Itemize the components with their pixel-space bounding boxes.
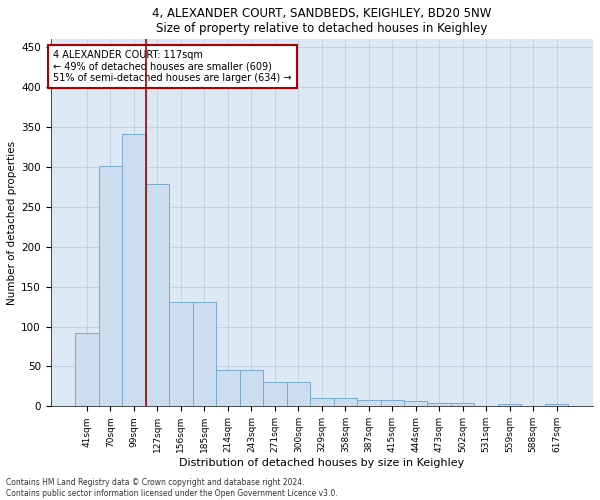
Bar — [263, 382, 287, 406]
Bar — [427, 403, 451, 406]
Bar — [99, 166, 122, 406]
Bar — [310, 398, 334, 406]
Bar — [122, 134, 146, 406]
Bar — [75, 333, 99, 406]
Bar — [334, 398, 357, 406]
Bar — [169, 302, 193, 406]
Y-axis label: Number of detached properties: Number of detached properties — [7, 140, 17, 304]
Bar — [239, 370, 263, 406]
Text: Contains HM Land Registry data © Crown copyright and database right 2024.
Contai: Contains HM Land Registry data © Crown c… — [6, 478, 338, 498]
Bar — [216, 370, 239, 406]
Bar — [193, 302, 216, 406]
Bar — [287, 382, 310, 406]
Text: 4 ALEXANDER COURT: 117sqm
← 49% of detached houses are smaller (609)
51% of semi: 4 ALEXANDER COURT: 117sqm ← 49% of detac… — [53, 50, 292, 83]
Bar — [451, 403, 475, 406]
Bar — [380, 400, 404, 406]
X-axis label: Distribution of detached houses by size in Keighley: Distribution of detached houses by size … — [179, 458, 464, 468]
Title: 4, ALEXANDER COURT, SANDBEDS, KEIGHLEY, BD20 5NW
Size of property relative to de: 4, ALEXANDER COURT, SANDBEDS, KEIGHLEY, … — [152, 7, 491, 35]
Bar — [146, 184, 169, 406]
Bar — [545, 404, 568, 406]
Bar — [498, 404, 521, 406]
Bar — [404, 401, 427, 406]
Bar — [357, 400, 380, 406]
